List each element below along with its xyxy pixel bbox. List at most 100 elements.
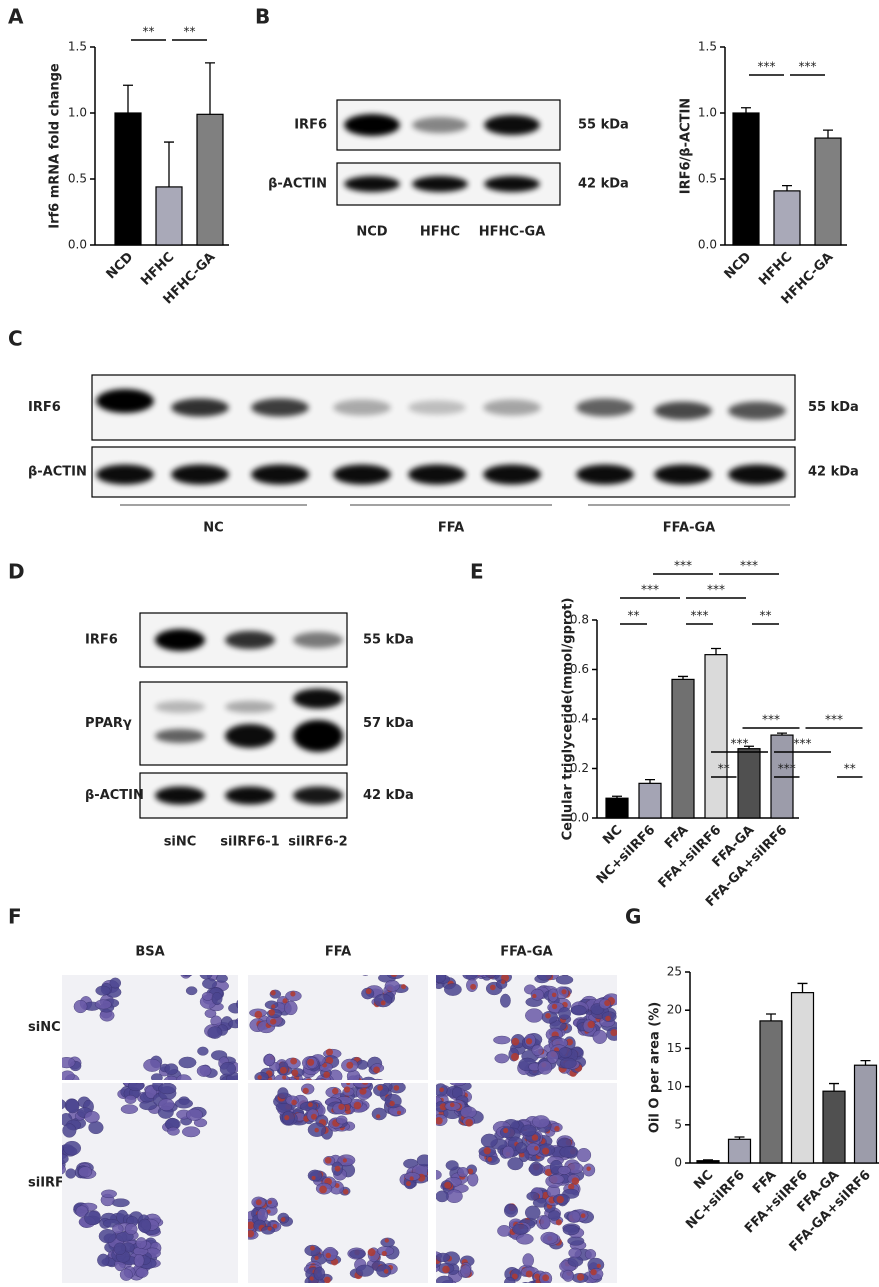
cell xyxy=(503,1203,519,1218)
lipid xyxy=(554,1125,560,1132)
blot-band xyxy=(155,629,205,651)
lipid xyxy=(483,1147,491,1155)
cell xyxy=(436,1169,442,1180)
cell xyxy=(539,1215,551,1230)
bar xyxy=(727,1138,752,1164)
blot-band xyxy=(171,464,229,485)
blot-band xyxy=(225,786,275,805)
blot-size: 55 kDa xyxy=(363,633,414,648)
cell xyxy=(266,1197,278,1208)
lipid xyxy=(270,1018,277,1025)
cell xyxy=(143,1058,162,1072)
cell xyxy=(335,1115,348,1125)
error-bar xyxy=(123,84,133,113)
cell xyxy=(135,1083,144,1085)
cell xyxy=(175,1074,192,1080)
cell xyxy=(493,1035,511,1045)
cell xyxy=(576,1147,592,1163)
lipid xyxy=(377,1085,383,1091)
lipid xyxy=(290,991,296,997)
bar xyxy=(114,112,142,246)
blot-label: IRF6 xyxy=(294,118,327,133)
micrograph xyxy=(62,1083,238,1283)
cell xyxy=(502,1145,515,1159)
cell xyxy=(450,959,465,971)
lipid xyxy=(346,1061,354,1069)
column-label: BSA xyxy=(135,945,164,960)
y-axis-label: IRF6/β-ACTIN xyxy=(679,98,694,194)
cell xyxy=(460,1264,472,1278)
cell xyxy=(84,1210,101,1226)
error-bar xyxy=(777,732,787,736)
lipid xyxy=(267,1200,272,1205)
blot-band xyxy=(225,700,275,713)
cell xyxy=(197,1046,209,1056)
lipid xyxy=(324,1156,332,1164)
lipid xyxy=(534,1146,539,1151)
lipid xyxy=(309,1245,315,1251)
blot-band xyxy=(293,688,343,709)
cell xyxy=(75,1205,89,1218)
lipid xyxy=(257,1075,262,1080)
lipid xyxy=(568,1183,575,1190)
cell xyxy=(516,1233,534,1245)
lipid xyxy=(365,988,372,995)
lipid xyxy=(604,1000,611,1007)
cell xyxy=(568,1247,582,1259)
lipid xyxy=(284,1115,290,1121)
cell xyxy=(65,1098,80,1114)
cell xyxy=(167,1126,180,1136)
error-bar xyxy=(797,982,808,993)
lipid xyxy=(255,1199,262,1206)
lipid xyxy=(334,1165,341,1172)
lipid xyxy=(325,1252,332,1259)
lipid xyxy=(343,1086,351,1093)
lipid xyxy=(309,1276,314,1281)
lipid xyxy=(487,975,490,976)
cell xyxy=(463,966,475,974)
lipid xyxy=(325,1056,334,1065)
lipid xyxy=(542,1147,550,1155)
x-tick-label: NC xyxy=(600,823,625,848)
blot-band xyxy=(483,399,541,416)
y-tick-label: 0.0 xyxy=(68,238,87,252)
x-tick-label: FFA xyxy=(662,823,691,852)
lipid xyxy=(397,1110,402,1115)
lipid xyxy=(362,1083,369,1085)
lane-label: HFHC xyxy=(420,225,460,240)
cell xyxy=(46,1056,62,1067)
cell xyxy=(62,1153,69,1165)
lipid xyxy=(239,1210,244,1215)
lane-label: HFHC-GA xyxy=(479,225,546,240)
cell xyxy=(458,958,471,971)
cell xyxy=(515,1142,528,1154)
cell xyxy=(546,1050,559,1064)
lipid xyxy=(444,966,450,972)
cell xyxy=(524,1205,541,1220)
cell xyxy=(436,975,447,983)
lipid xyxy=(436,1116,443,1125)
error-bar xyxy=(741,107,751,113)
y-tick-label: 1.0 xyxy=(68,106,87,120)
cell xyxy=(95,985,111,996)
cell xyxy=(94,999,112,1010)
lipid xyxy=(556,1195,564,1204)
cell xyxy=(310,1079,319,1080)
error-bar xyxy=(703,1159,713,1161)
blot-band xyxy=(576,464,634,485)
lipid xyxy=(439,1087,444,1093)
y-tick-label: 0.0 xyxy=(698,238,717,252)
cell xyxy=(460,1106,477,1119)
x-tick-label: NC xyxy=(691,1168,716,1193)
cell xyxy=(163,1075,179,1080)
cell xyxy=(562,1224,580,1236)
lipid xyxy=(511,1273,518,1280)
cell xyxy=(480,1133,498,1148)
lipid xyxy=(393,1085,400,1091)
cell xyxy=(555,975,574,985)
cell xyxy=(307,1169,323,1182)
cell xyxy=(551,959,566,971)
cell xyxy=(559,1057,577,1069)
significance-label: *** xyxy=(731,737,749,751)
